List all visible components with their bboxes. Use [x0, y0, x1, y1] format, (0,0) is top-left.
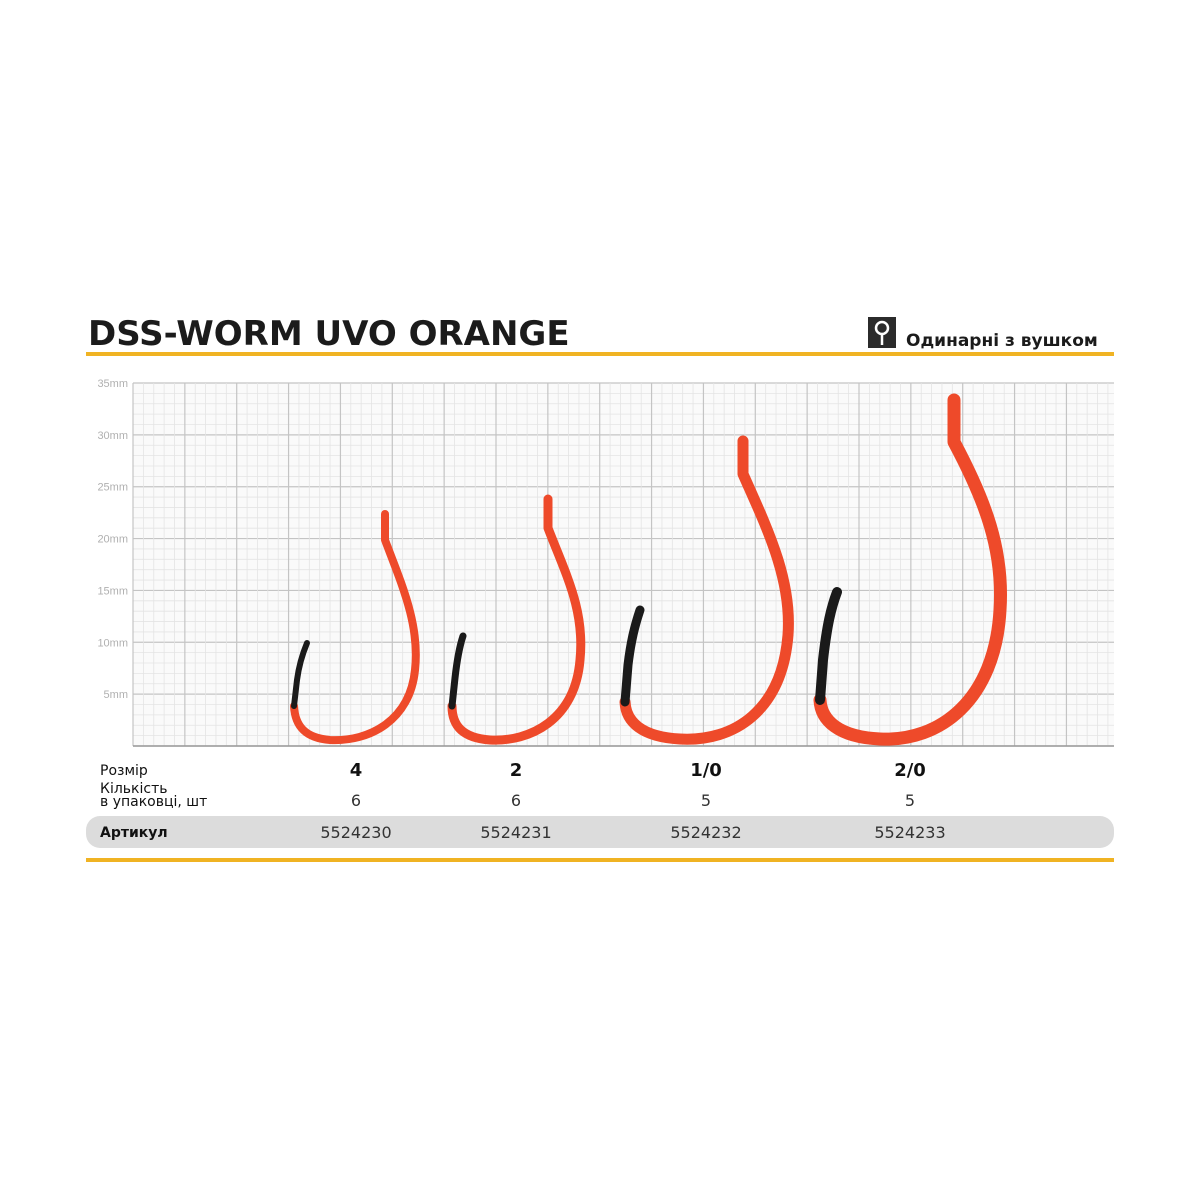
hook: [813, 393, 1008, 746]
hook-point: [448, 632, 467, 710]
article-row-bg: [86, 816, 1114, 848]
cell: 5524232: [670, 823, 741, 842]
hook: [290, 510, 420, 745]
row-label: в упаковці, шт: [100, 794, 207, 810]
cell: 6: [351, 791, 361, 810]
row-label: Артикул: [100, 825, 168, 841]
hook-point: [815, 587, 842, 705]
grid-label: 35mm: [97, 378, 128, 390]
hook-point: [620, 605, 645, 707]
cell: 2: [510, 760, 523, 781]
row-label: Кількість: [100, 781, 167, 797]
cell: 5524230: [320, 823, 391, 842]
hook-point: [291, 640, 310, 709]
badge-text: Одинарні з вушком: [906, 331, 1098, 351]
grid-label: 25mm: [97, 482, 128, 494]
grid-label: 20mm: [97, 534, 128, 546]
title: DSS-WORM UVO ORANGE: [88, 314, 570, 354]
grid-label: 30mm: [97, 430, 128, 442]
hook: [447, 494, 586, 745]
grid-label: 15mm: [97, 585, 128, 597]
cell: 2/0: [894, 760, 926, 781]
hook: [619, 435, 794, 745]
grid-label: 10mm: [97, 637, 128, 649]
cell: 4: [350, 760, 363, 781]
cell: 5524231: [480, 823, 551, 842]
row-label: Розмір: [100, 763, 148, 779]
cell: 5: [905, 791, 915, 810]
hooks: [290, 393, 1008, 746]
cell: 5524233: [874, 823, 945, 842]
cell: 5: [701, 791, 711, 810]
cell: 1/0: [690, 760, 722, 781]
grid: 35mm 30mm 25mm 20mm 15mm 10mm 5mm: [97, 378, 1114, 747]
cell: 6: [511, 791, 521, 810]
divider: [86, 858, 1114, 862]
badge-icon: [868, 317, 896, 348]
grid-label: 5mm: [104, 689, 128, 701]
divider: [86, 352, 1114, 356]
